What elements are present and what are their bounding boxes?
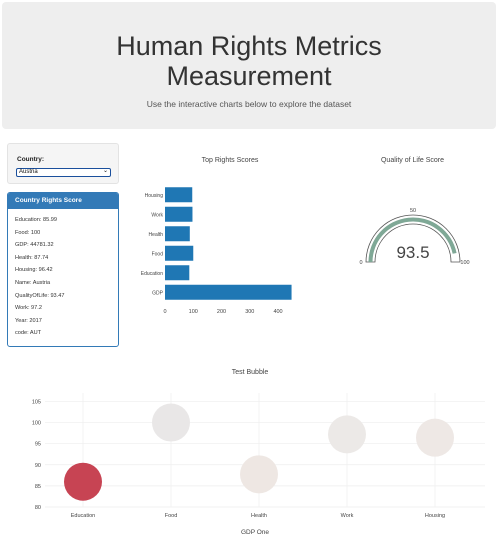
bubble-food[interactable] [152,404,190,442]
bar-xtick-0: 0 [163,309,166,315]
panel-body: Education: 85.99 Food: 100 GDP: 44781.32… [8,209,118,340]
country-selected-value: Austria [19,169,38,175]
page-subtitle: Use the interactive charts below to expl… [2,99,496,109]
bubble-xtick-housing: Housing [425,513,445,519]
bubble-ytick-5: 105 [32,399,41,405]
panel-row-health: Health: 87.74 [15,252,118,265]
bar-housing[interactable] [165,187,192,202]
bar-xtick-4: 400 [273,309,282,315]
bar-health[interactable] [165,226,190,241]
gauge-tick-2: 100 [460,260,469,266]
panel-row-housing: Housing: 96.42 [15,264,118,277]
panel-row-gdp: GDP: 44781.32 [15,239,118,252]
panel-row-quality: QualityOfLife: 93.47 [15,290,118,303]
bar-label-food: Food [152,251,164,257]
bar-label-education: Education [141,271,163,277]
bar-xtick-1: 100 [189,309,198,315]
bubble-health[interactable] [240,455,278,493]
page-title-line1: Human Rights Metrics [116,31,382,61]
bar-xtick-2: 200 [217,309,226,315]
bar-label-health: Health [149,232,164,238]
chevron-down-icon: ⌄ [103,168,108,174]
panel-row-work: Work: 97.2 [15,302,118,315]
bubble-ytick-4: 100 [32,421,41,427]
bar-work[interactable] [165,207,192,222]
country-label: Country: [17,156,44,163]
bar-xtick-3: 300 [245,309,254,315]
bar-education[interactable] [165,265,189,280]
panel-row-code: code: AUT [15,327,118,340]
gauge-tick-0: 0 [359,260,362,266]
page-title: Human Rights Metrics Measurement [2,31,496,91]
bar-chart-title: Top Rights Scores [150,157,310,164]
bubble-chart-title: Test Bubble [200,369,300,376]
bubble-work[interactable] [328,415,366,453]
bar-label-gdp: GDP [152,290,164,296]
bubble-xtick-work: Work [341,513,354,519]
bubble-ytick-3: 95 [35,442,41,448]
panel-row-year: Year: 2017 [15,315,118,328]
bubble-housing[interactable] [416,419,454,457]
panel-row-education: Education: 85.99 [15,214,118,227]
bar-food[interactable] [165,246,193,261]
panel-row-food: Food: 100 [15,227,118,240]
panel-row-name: Name: Austria [15,277,118,290]
page-title-line2: Measurement [166,61,331,91]
gauge-chart: 0 50 100 93.5 [350,200,480,275]
gauge-chart-title: Quality of Life Score [345,157,480,164]
bar-gdp[interactable] [165,285,292,300]
bubble-xlabel: GDP One [241,529,269,536]
country-rights-panel: Country Rights Score Education: 85.99 Fo… [7,192,119,347]
bubble-ytick-0: 80 [35,505,41,511]
bar-chart: 0 100 200 300 400 Housing Work Health Food Educat… [130,170,310,315]
country-selector-well: Country: Austria ⌄ [7,143,119,184]
bubble-ytick-2: 90 [35,463,41,469]
bubble-education[interactable] [64,463,102,501]
header-jumbotron: Human Rights Metrics Measurement Use the… [2,2,496,129]
bar-label-housing: Housing [145,193,164,199]
bubble-xtick-health: Health [251,513,267,519]
bubble-ytick-1: 85 [35,484,41,490]
bubble-xtick-education: Education [71,513,95,519]
country-select[interactable]: Austria ⌄ [16,168,111,177]
gauge-tick-1: 50 [410,208,416,214]
panel-heading: Country Rights Score [8,193,118,209]
bubble-xtick-food: Food [165,513,178,519]
bar-label-work: Work [151,212,163,218]
bubble-chart: 80 85 90 95 100 105 Education Food Health Work Hou… [20,385,490,540]
gauge-value-text: 93.5 [396,243,429,262]
